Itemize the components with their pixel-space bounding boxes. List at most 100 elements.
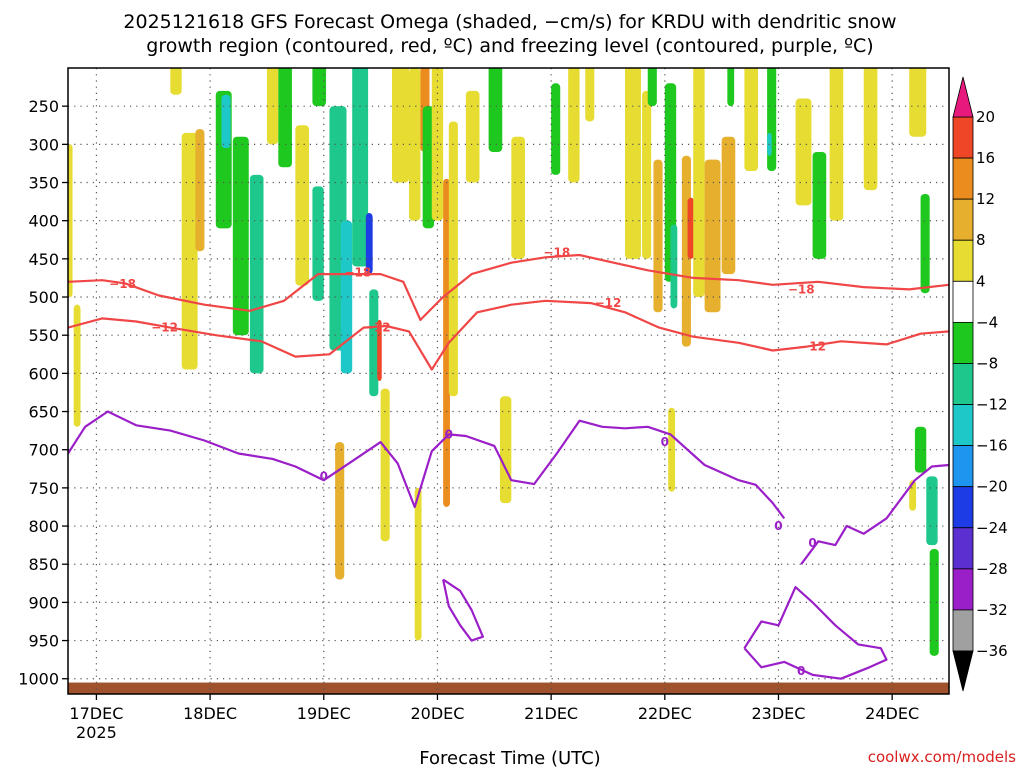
omega-cell-39 xyxy=(642,90,652,259)
y-tick-label-800: 800 xyxy=(28,517,59,536)
y-tick-label-450: 450 xyxy=(28,250,59,269)
colorbar-segment-1 xyxy=(952,157,974,200)
omega-cell-10 xyxy=(278,68,292,168)
contour-label-2-1: 0 xyxy=(445,427,453,441)
contour-label-4-0: 0 xyxy=(797,664,805,678)
x-tick-label-4: 21DEC xyxy=(524,704,578,723)
omega-cell-12 xyxy=(312,68,327,107)
plot-frame xyxy=(67,67,950,695)
contour-label-2-0: 0 xyxy=(320,469,328,483)
contour-line-3 xyxy=(800,463,949,565)
omega-cell-49 xyxy=(721,136,736,275)
contour-label-2-2: 0 xyxy=(661,435,669,449)
y-tick-label-750: 750 xyxy=(28,479,59,498)
omega-cell-62 xyxy=(929,548,939,656)
y-tick-label-300: 300 xyxy=(28,135,59,154)
colorbar-segment-5 xyxy=(952,321,974,364)
y-tick-label-650: 650 xyxy=(28,403,59,422)
x-tick-sublabel-0: 2025 xyxy=(76,723,117,742)
x-tick-label-0: 17DEC xyxy=(69,704,123,723)
omega-cell-46 xyxy=(687,197,695,259)
contour-label-3-0: 0 xyxy=(808,536,816,550)
omega-cell-18 xyxy=(369,289,379,397)
x-tick-label-6: 23DEC xyxy=(751,704,805,723)
y-tick-label-400: 400 xyxy=(28,212,59,231)
colorbar-label-8: −16 xyxy=(976,437,1008,455)
credit-link[interactable]: coolwx.com/models xyxy=(868,748,1016,766)
omega-cell-11 xyxy=(295,125,309,286)
pressure-axis: 250 300 350 400 450 500 550 600 650 700 750 800 850 9… xyxy=(18,97,68,689)
omega-cell-54 xyxy=(795,98,812,206)
colorbar-segment-4 xyxy=(952,280,974,323)
contour-layer: −18 −18 −18 −18 −12 −12 −12 −12 0 0 0 0 0 0 xyxy=(68,246,949,680)
omega-cell-4 xyxy=(195,129,205,252)
y-tick-label-900: 900 xyxy=(28,593,59,612)
omega-cell-59 xyxy=(920,193,930,294)
colorbar-label-9: −20 xyxy=(976,478,1008,496)
y-tick-label-350: 350 xyxy=(28,174,59,193)
x-tick-label-1: 18DEC xyxy=(183,704,237,723)
y-tick-label-500: 500 xyxy=(28,288,59,307)
x-tick-label-2: 19DEC xyxy=(297,704,351,723)
omega-cell-26 xyxy=(422,106,435,229)
colorbar-label-11: −28 xyxy=(976,560,1008,578)
omega-cell-61 xyxy=(926,476,938,546)
omega-cell-30 xyxy=(465,90,480,183)
gridlines xyxy=(68,68,949,694)
contour-line-5 xyxy=(442,578,484,642)
contour-line-2 xyxy=(68,410,786,520)
omega-cell-34 xyxy=(551,83,561,175)
contour-label-1-2: −12 xyxy=(595,296,622,310)
omega-cell-41 xyxy=(653,159,663,313)
omega-cell-50 xyxy=(727,68,735,107)
colorbar-label-1: 16 xyxy=(976,149,995,167)
omega-shading-layer xyxy=(68,68,939,656)
omega-cell-17 xyxy=(365,213,373,275)
contour-line-0 xyxy=(68,253,949,321)
omega-cell-55 xyxy=(812,151,827,259)
omega-cell-2 xyxy=(170,68,182,95)
y-tick-label-700: 700 xyxy=(28,441,59,460)
contour-label-0-0: −18 xyxy=(109,277,136,291)
omega-cell-22 xyxy=(391,68,410,183)
contour-label-2-3: 0 xyxy=(774,519,782,533)
omega-cell-21 xyxy=(335,442,345,580)
ground-surface xyxy=(68,682,949,694)
contour-label-0-1: −18 xyxy=(344,266,371,280)
contour-label-0-2: −18 xyxy=(543,246,570,260)
omega-cell-20 xyxy=(380,388,390,542)
omega-cell-6 xyxy=(221,94,231,149)
colorbar-segment-11 xyxy=(952,568,974,611)
colorbar-label-0: 20 xyxy=(976,108,995,126)
chart-title-line-2: growth region (contoured, red, ºC) and f… xyxy=(146,35,873,57)
colorbar-segment-0 xyxy=(952,116,974,159)
y-tick-label-1000: 1000 xyxy=(18,670,59,689)
y-tick-label-250: 250 xyxy=(28,97,59,116)
omega-cell-15 xyxy=(340,220,353,374)
colorbar-label-4: 4 xyxy=(976,272,986,290)
omega-cell-24 xyxy=(414,487,422,641)
colorbar-label-2: 12 xyxy=(976,190,995,208)
x-tick-label-7: 24DEC xyxy=(865,704,919,723)
omega-cell-16 xyxy=(352,68,369,267)
colorbar-label-3: 8 xyxy=(976,231,986,249)
colorbar-segment-8 xyxy=(952,445,974,488)
omega-cell-58 xyxy=(909,68,927,137)
omega-cell-40 xyxy=(647,68,657,107)
omega-cell-8 xyxy=(249,174,264,374)
colorbar-label-12: −32 xyxy=(976,601,1008,619)
colorbar-segment-3 xyxy=(952,239,974,282)
colorbar-segment-7 xyxy=(952,404,974,447)
omega-cell-38 xyxy=(625,151,635,229)
omega-cell-23 xyxy=(409,68,421,221)
colorbar-segment-2 xyxy=(952,198,974,241)
omega-cell-43 xyxy=(670,224,678,309)
contour-label-1-1: −12 xyxy=(364,321,391,335)
colorbar-segment-12 xyxy=(952,609,974,652)
omega-cell-51 xyxy=(744,68,759,172)
contour-line-1 xyxy=(68,299,949,371)
contour-label-1-0: −12 xyxy=(151,321,178,335)
omega-cell-13 xyxy=(312,186,324,301)
colorbar-segment-9 xyxy=(952,486,974,529)
